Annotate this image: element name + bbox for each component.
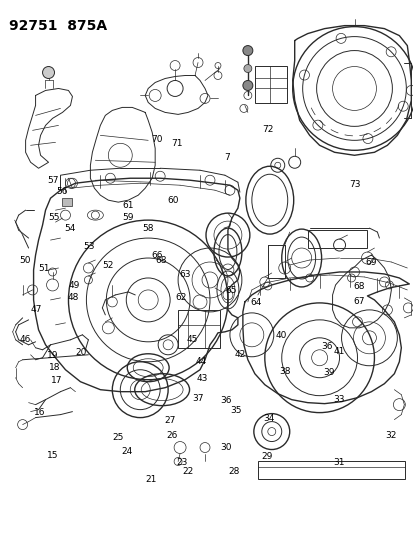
Text: 27: 27 bbox=[164, 416, 175, 425]
Text: 32: 32 bbox=[384, 431, 395, 440]
Text: 36: 36 bbox=[219, 396, 231, 405]
Text: 56: 56 bbox=[56, 187, 67, 196]
Text: 48: 48 bbox=[67, 293, 78, 302]
Text: 63: 63 bbox=[179, 270, 191, 279]
Text: 62: 62 bbox=[175, 293, 187, 302]
Text: 51: 51 bbox=[38, 264, 50, 272]
Text: 39: 39 bbox=[322, 368, 334, 377]
Text: 7: 7 bbox=[223, 153, 229, 162]
Text: 46: 46 bbox=[20, 335, 31, 344]
Text: 50: 50 bbox=[19, 256, 30, 264]
Text: 49: 49 bbox=[68, 280, 80, 289]
Text: 35: 35 bbox=[230, 406, 241, 415]
Text: 29: 29 bbox=[261, 453, 272, 462]
Text: 40: 40 bbox=[275, 331, 286, 340]
Text: 60: 60 bbox=[167, 196, 178, 205]
Circle shape bbox=[242, 46, 252, 55]
Text: 71: 71 bbox=[171, 139, 183, 148]
Text: 33: 33 bbox=[332, 395, 344, 404]
Circle shape bbox=[43, 67, 55, 78]
Bar bbox=[254, 66, 286, 103]
Bar bbox=[257, 462, 404, 480]
Text: 21: 21 bbox=[145, 475, 157, 483]
Text: 59: 59 bbox=[122, 213, 133, 222]
Text: 36: 36 bbox=[320, 342, 332, 351]
Text: 30: 30 bbox=[219, 443, 231, 452]
Text: 34: 34 bbox=[263, 414, 274, 423]
Text: 58: 58 bbox=[142, 224, 154, 233]
Text: 22: 22 bbox=[183, 467, 194, 475]
Text: 23: 23 bbox=[176, 458, 188, 466]
Text: 28: 28 bbox=[228, 467, 239, 475]
Text: 25: 25 bbox=[112, 433, 123, 442]
Text: 52: 52 bbox=[102, 261, 114, 270]
Text: 47: 47 bbox=[30, 304, 41, 313]
Text: 45: 45 bbox=[186, 335, 198, 344]
Text: 65: 65 bbox=[225, 286, 236, 295]
Circle shape bbox=[242, 80, 252, 91]
Text: 68: 68 bbox=[154, 256, 166, 264]
Text: 38: 38 bbox=[279, 367, 290, 376]
Text: 54: 54 bbox=[64, 224, 76, 233]
Text: 17: 17 bbox=[50, 376, 62, 385]
Text: 53: 53 bbox=[83, 243, 95, 252]
Circle shape bbox=[243, 64, 251, 72]
Text: 64: 64 bbox=[249, 298, 261, 307]
Bar bbox=[62, 198, 72, 206]
Text: 67: 67 bbox=[352, 296, 364, 305]
Text: 70: 70 bbox=[151, 135, 162, 144]
Text: 15: 15 bbox=[46, 451, 58, 460]
Text: 44: 44 bbox=[195, 357, 206, 366]
Text: 61: 61 bbox=[122, 201, 133, 210]
Text: 66: 66 bbox=[151, 252, 162, 260]
Text: 42: 42 bbox=[234, 350, 245, 359]
Text: 26: 26 bbox=[166, 431, 177, 440]
Text: 92751  875A: 92751 875A bbox=[9, 19, 107, 33]
Text: 20: 20 bbox=[75, 348, 87, 357]
Bar bbox=[307, 230, 367, 248]
Text: 72: 72 bbox=[262, 125, 273, 134]
Bar bbox=[178, 310, 219, 348]
Text: 18: 18 bbox=[48, 363, 60, 372]
Text: 73: 73 bbox=[348, 180, 360, 189]
Text: 31: 31 bbox=[332, 458, 344, 466]
Text: 55: 55 bbox=[48, 213, 60, 222]
Text: 16: 16 bbox=[34, 408, 45, 417]
Text: 41: 41 bbox=[332, 347, 344, 356]
Text: 19: 19 bbox=[46, 351, 58, 360]
Text: 68: 68 bbox=[352, 282, 364, 291]
Text: 24: 24 bbox=[121, 447, 132, 456]
Text: 69: 69 bbox=[365, 258, 376, 266]
Text: 57: 57 bbox=[47, 176, 59, 185]
Text: 37: 37 bbox=[192, 394, 203, 403]
Text: 43: 43 bbox=[196, 374, 207, 383]
